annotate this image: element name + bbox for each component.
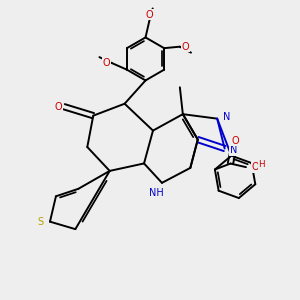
Text: O: O [55, 102, 62, 112]
Text: NH: NH [149, 188, 164, 198]
Text: N: N [223, 112, 230, 122]
Text: O: O [103, 58, 110, 68]
Text: O: O [231, 136, 239, 146]
Text: H: H [259, 160, 265, 169]
Text: O: O [251, 162, 259, 172]
Text: S: S [38, 217, 44, 227]
Text: O: O [182, 42, 189, 52]
Text: O: O [145, 10, 153, 20]
Text: N: N [230, 145, 237, 155]
